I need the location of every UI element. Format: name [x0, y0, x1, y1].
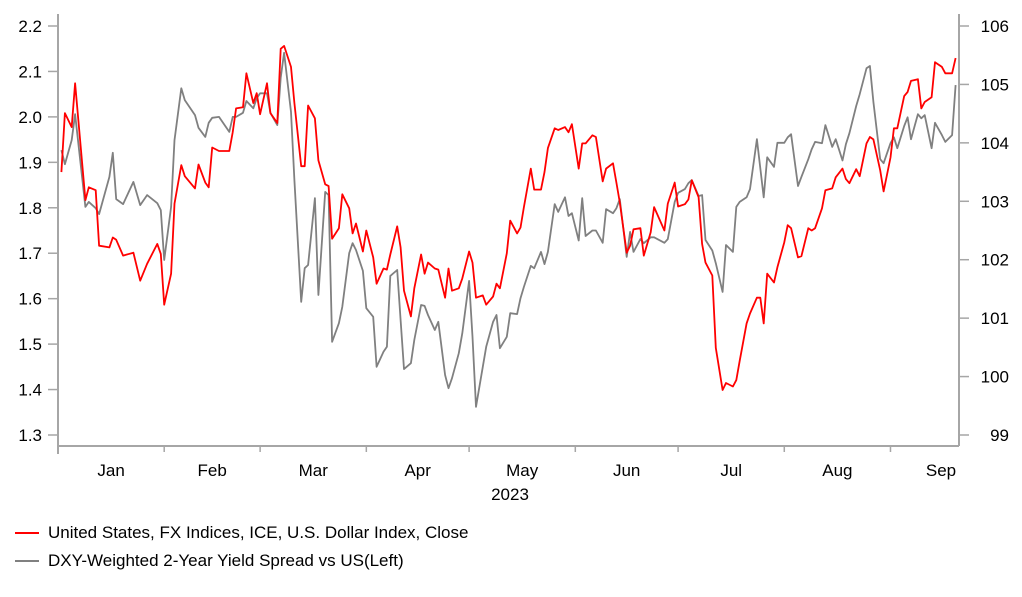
- left-axis-tick-label: 2.2: [18, 17, 42, 36]
- right-axis-tick-label: 105: [981, 75, 1009, 94]
- legend-item-yield-spread: DXY-Weighted 2-Year Yield Spread vs US(L…: [15, 551, 404, 571]
- right-axis-tick-label: 100: [981, 368, 1009, 387]
- legend-swatch-gray: [15, 560, 39, 562]
- legend-swatch-red: [15, 532, 39, 534]
- left-axis-tick-label: 1.7: [18, 244, 42, 263]
- right-axis-tick-label: 106: [981, 17, 1009, 36]
- left-axis-tick-label: 2.1: [18, 62, 42, 81]
- x-axis-tick-label: Jul: [720, 461, 742, 480]
- left-axis-tick-label: 2.0: [18, 108, 42, 127]
- legend-item-dxy: United States, FX Indices, ICE, U.S. Dol…: [15, 523, 468, 543]
- tick-labels: 1.3 1.4 1.5 1.6 1.7 1.8 1.9 2.0 2.1 2.2 99 100 101 10…: [18, 17, 1009, 504]
- x-axis-year-label: 2023: [491, 485, 529, 504]
- right-axis-tick-label: 104: [981, 134, 1009, 153]
- x-axis-tick-label: May: [506, 461, 539, 480]
- left-axis-tick-label: 1.5: [18, 335, 42, 354]
- left-axis-tick-label: 1.6: [18, 290, 42, 309]
- left-axis-tick-label: 1.4: [18, 381, 42, 400]
- left-axis-tick-label: 1.8: [18, 199, 42, 218]
- right-axis-tick-label: 102: [981, 251, 1009, 270]
- x-axis-tick-label: Sep: [926, 461, 956, 480]
- x-axis-tick-label: Jun: [613, 461, 640, 480]
- right-axis-tick-label: 103: [981, 192, 1009, 211]
- right-axis-tick-label: 101: [981, 309, 1009, 328]
- x-axis-tick-label: Apr: [404, 461, 431, 480]
- x-axis-tick-label: Feb: [198, 461, 227, 480]
- series-line-dxy: [60, 45, 957, 391]
- legend-label-dxy: United States, FX Indices, ICE, U.S. Dol…: [48, 523, 469, 542]
- legend-label-yield-spread: DXY-Weighted 2-Year Yield Spread vs US(L…: [48, 551, 404, 570]
- x-axis-tick-label: Mar: [299, 461, 329, 480]
- left-axis-tick-label: 1.3: [18, 426, 42, 445]
- left-axis-tick-label: 1.9: [18, 153, 42, 172]
- x-axis-tick-label: Jan: [97, 461, 124, 480]
- axes: [48, 14, 969, 454]
- x-axis-tick-label: Aug: [822, 461, 852, 480]
- series-lines: [60, 45, 957, 408]
- right-axis-tick-label: 99: [990, 426, 1009, 445]
